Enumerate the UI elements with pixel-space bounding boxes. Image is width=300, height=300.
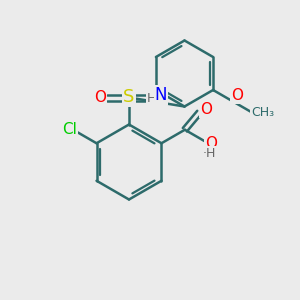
Text: O: O xyxy=(205,136,217,152)
Text: O: O xyxy=(231,88,243,103)
Text: H: H xyxy=(146,92,156,105)
Text: CH₃: CH₃ xyxy=(251,106,274,119)
Text: O: O xyxy=(152,90,164,105)
Text: O: O xyxy=(200,102,212,117)
Text: O: O xyxy=(94,90,106,105)
Text: N: N xyxy=(155,86,167,104)
Text: S: S xyxy=(123,88,135,106)
Text: ·H: ·H xyxy=(203,147,216,160)
Text: Cl: Cl xyxy=(62,122,77,136)
